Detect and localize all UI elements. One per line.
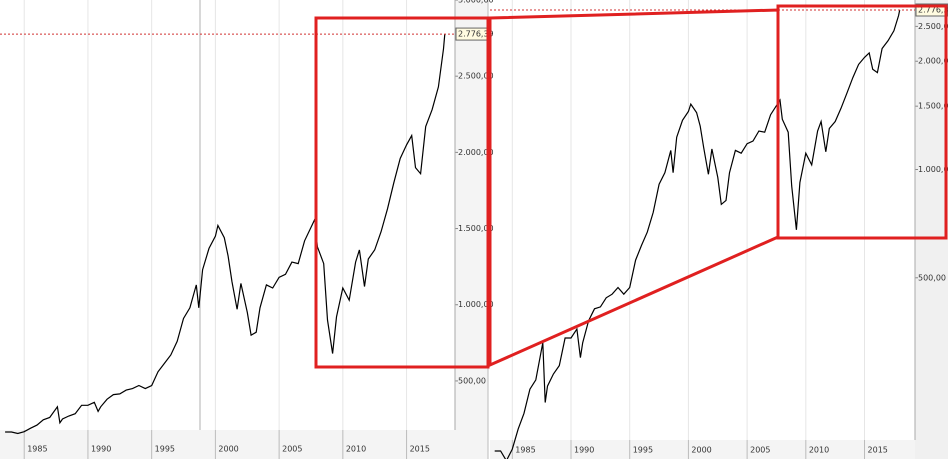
x-tick-label: 1990	[574, 446, 594, 455]
y-tick-label: 1.500,00	[458, 224, 494, 233]
y-tick-label: 2.000,00	[458, 148, 494, 157]
x-tick-label: 2015	[868, 446, 888, 455]
x-tick-label: 2010	[809, 446, 829, 455]
x-tick-label: 2015	[410, 445, 430, 454]
x-tick-label: 1985	[27, 445, 47, 454]
highlight-box	[776, 4, 948, 240]
y-tick-label: 1.000,00	[458, 300, 494, 309]
price-line	[5, 34, 446, 435]
x-tick-label: 2005	[282, 445, 302, 454]
x-tick-label: 1985	[515, 446, 535, 455]
left-x-band	[0, 430, 455, 459]
price-label: 2.776,39	[918, 6, 948, 15]
left-axis-band	[455, 0, 488, 459]
highlight	[314, 4, 948, 369]
y-tick-label: 2.500,00	[458, 72, 494, 81]
x-tick-label: 2005	[750, 446, 770, 455]
y-tick-label: 2.500,00	[918, 22, 948, 31]
y-tick-label: 1.000,00	[918, 165, 948, 174]
price-line	[494, 9, 901, 459]
y-tick-label: 2.000,00	[918, 57, 948, 66]
x-tick-label: 1995	[633, 446, 653, 455]
x-tick-label: 2000	[691, 446, 711, 455]
x-tick-label: 2010	[346, 445, 366, 454]
y-tick-label: 1.500,00	[918, 102, 948, 111]
x-tick-label: 2000	[218, 445, 238, 454]
y-tick-label: 3.000,00	[458, 0, 494, 5]
y-tick-label: 500,00	[458, 376, 486, 385]
price-label: 2.776,39	[458, 30, 494, 39]
right-x-band	[490, 440, 915, 459]
right-axis-band	[915, 0, 948, 459]
y-tick-label: 500,00	[918, 273, 946, 282]
highlight-box	[314, 16, 490, 369]
x-tick-label: 1990	[91, 445, 111, 454]
x-tick-label: 1995	[155, 445, 175, 454]
